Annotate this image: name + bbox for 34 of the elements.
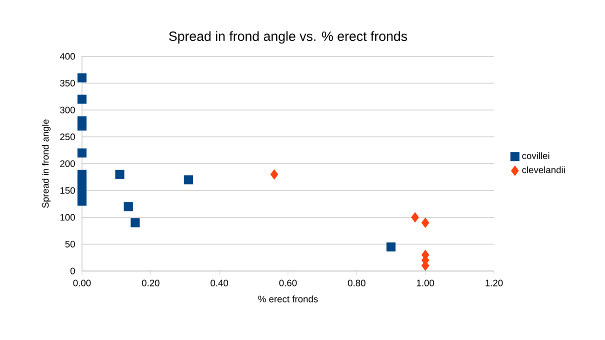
x-tick-label: 1.20 — [486, 280, 503, 286]
legend-label: covillei — [522, 152, 550, 160]
y-tick-label: 200 — [60, 160, 75, 167]
point — [270, 169, 278, 180]
x-tick-label: 0.60 — [279, 280, 297, 286]
point — [386, 242, 396, 252]
y-tick-label: 250 — [60, 134, 75, 140]
y-tick-label: 350 — [60, 80, 75, 86]
x-tick-label: 0.00 — [73, 280, 91, 286]
point — [124, 202, 133, 212]
y-tick-label: 150 — [60, 187, 75, 194]
point — [77, 94, 87, 104]
y-axis-title: Spread in frond angle — [42, 119, 51, 208]
legend-label: clevelandii — [522, 166, 565, 174]
point — [411, 212, 419, 222]
y-tick-label: 0 — [70, 268, 75, 274]
point — [77, 148, 87, 158]
y-tick-label: 400 — [60, 53, 75, 60]
y-tick-label: 100 — [60, 214, 75, 221]
point — [77, 122, 87, 131]
point — [115, 170, 124, 179]
x-axis-title: % erect fronds — [258, 295, 318, 302]
y-tick-label: 50 — [65, 240, 75, 248]
chart-title: Spread in frond angle vs. % erect fronds — [169, 31, 408, 44]
x-tick-label: 1.00 — [416, 280, 434, 286]
point — [130, 218, 140, 228]
point — [421, 218, 430, 228]
point — [77, 196, 87, 206]
x-tick-label: 0.80 — [348, 280, 366, 286]
point — [77, 73, 87, 82]
x-tick-label: 0.20 — [142, 280, 160, 286]
y-tick-label: 300 — [60, 106, 75, 114]
point — [184, 175, 193, 184]
x-tick-label: 0.40 — [210, 280, 228, 286]
